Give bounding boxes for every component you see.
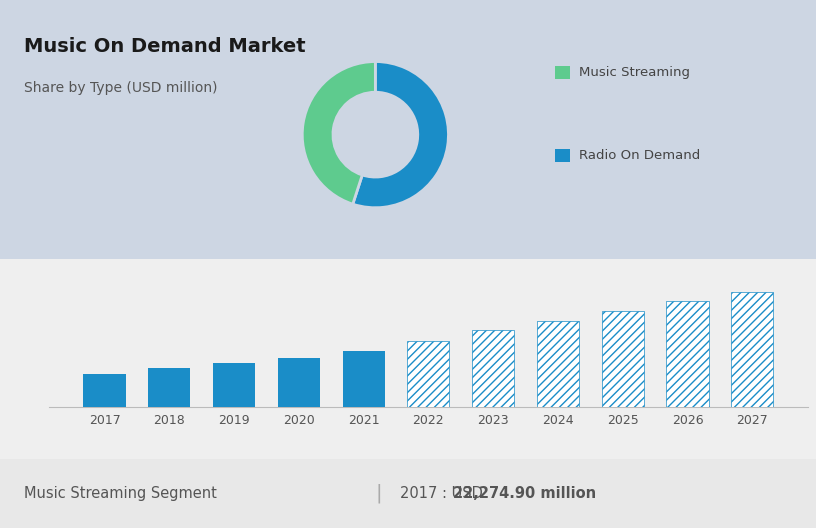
Text: |: | (375, 484, 382, 503)
Bar (601, 311, 644, 407)
Text: Music Streaming Segment: Music Streaming Segment (24, 486, 217, 501)
Bar (149, 369, 190, 407)
Wedge shape (353, 62, 449, 208)
Text: Music Streaming: Music Streaming (579, 66, 690, 79)
Bar (407, 341, 450, 407)
Bar (343, 351, 384, 407)
Text: Music On Demand Market: Music On Demand Market (24, 37, 306, 56)
Bar (537, 322, 579, 407)
Text: Radio On Demand: Radio On Demand (579, 149, 701, 162)
Bar (83, 374, 126, 407)
Wedge shape (302, 62, 375, 204)
Bar (472, 331, 514, 407)
Bar (667, 301, 708, 407)
Bar (731, 292, 774, 407)
Text: 22,274.90 million: 22,274.90 million (453, 486, 596, 501)
Bar (213, 363, 255, 407)
Text: Share by Type (USD million): Share by Type (USD million) (24, 81, 218, 95)
Text: 2017 : USD: 2017 : USD (400, 486, 487, 501)
Bar (277, 358, 320, 407)
